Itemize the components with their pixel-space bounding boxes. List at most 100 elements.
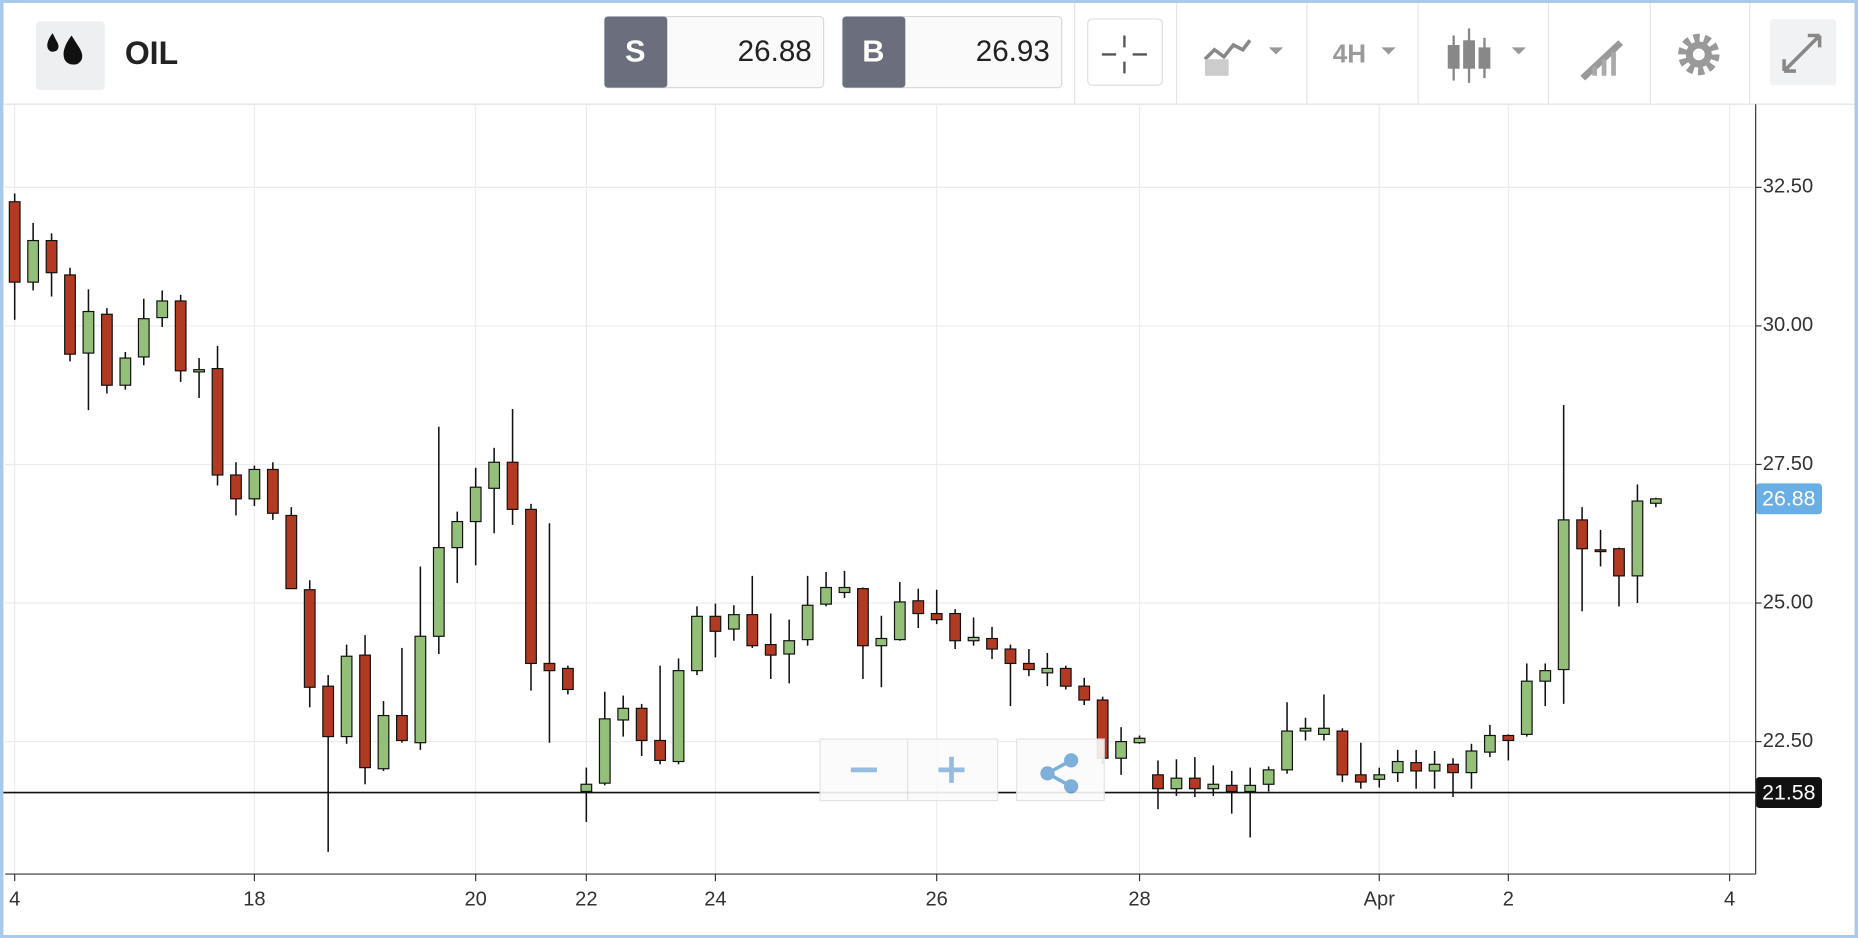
candle-body bbox=[912, 600, 925, 615]
x-tick-label: 20 bbox=[464, 888, 486, 910]
candle-body bbox=[986, 637, 998, 650]
candle-body bbox=[820, 586, 832, 605]
zoom-out-button[interactable] bbox=[819, 738, 909, 802]
toolbar: OIL S 26.88 B 26.93 4H bbox=[2, 1, 1856, 105]
x-tick-label: 22 bbox=[575, 888, 597, 910]
candle-body bbox=[764, 644, 777, 656]
candle-body bbox=[543, 662, 556, 672]
last-price-badge bbox=[1755, 483, 1822, 515]
y-tick-label: 30.00 bbox=[1763, 314, 1813, 336]
candle-body bbox=[875, 637, 888, 647]
candle-body bbox=[1594, 549, 1607, 553]
candle-body bbox=[1133, 737, 1146, 744]
candle-body bbox=[340, 655, 353, 738]
x-tick-label: Apr bbox=[1364, 888, 1396, 910]
candle-body bbox=[1557, 519, 1570, 671]
x-tick-label: 26 bbox=[926, 888, 948, 910]
candle-body bbox=[672, 670, 685, 763]
sell-button[interactable]: S 26.88 bbox=[603, 15, 825, 89]
candle-body bbox=[727, 614, 740, 630]
buy-price: 26.93 bbox=[976, 35, 1050, 68]
draw-button[interactable] bbox=[1580, 40, 1624, 81]
candle-body bbox=[156, 300, 169, 319]
candle-body bbox=[64, 274, 76, 355]
candle-body bbox=[432, 547, 445, 637]
y-tick-label: 25.00 bbox=[1763, 591, 1813, 613]
instrument-logo[interactable] bbox=[36, 21, 105, 91]
candle-body bbox=[193, 369, 206, 373]
candle-body bbox=[838, 586, 851, 594]
candle-body bbox=[1170, 777, 1183, 790]
candle-body bbox=[1041, 667, 1054, 674]
buy-button[interactable]: B 26.93 bbox=[841, 15, 1063, 89]
zoom-in-button[interactable] bbox=[907, 738, 999, 802]
candle-body bbox=[1318, 727, 1330, 735]
candle-body bbox=[1244, 784, 1257, 793]
candle-body bbox=[230, 474, 242, 500]
candle-body bbox=[1373, 774, 1386, 780]
candle-body bbox=[469, 486, 482, 523]
gear-hole bbox=[1692, 48, 1705, 61]
candle-body bbox=[1152, 774, 1164, 790]
candle-body bbox=[1299, 727, 1312, 732]
candle-body bbox=[709, 615, 722, 632]
crosshair-button[interactable] bbox=[1087, 18, 1163, 86]
candle-body bbox=[746, 614, 759, 647]
dropdown-arrow bbox=[1268, 47, 1284, 55]
candle-body bbox=[1447, 763, 1459, 774]
buy-label: B bbox=[862, 33, 884, 68]
crosshair-icon bbox=[1101, 35, 1147, 74]
share-button[interactable] bbox=[1016, 738, 1105, 802]
x-tick-label: 4 bbox=[9, 888, 20, 910]
bars-icon bbox=[1592, 52, 1616, 76]
candle-body bbox=[1336, 730, 1349, 776]
candle-body bbox=[1502, 734, 1515, 742]
candle-body bbox=[488, 461, 501, 489]
settings-button[interactable] bbox=[1678, 33, 1720, 76]
candle-body bbox=[783, 640, 796, 655]
fullscreen-button[interactable] bbox=[1769, 18, 1837, 86]
candle-body bbox=[1483, 734, 1496, 753]
logo-drop bbox=[63, 35, 83, 65]
sell-label: S bbox=[625, 33, 646, 68]
candle-body bbox=[1410, 762, 1423, 772]
chart-type-button[interactable] bbox=[1203, 39, 1284, 76]
sell-price: 26.88 bbox=[738, 35, 812, 68]
candle-body bbox=[174, 300, 187, 372]
candle-body bbox=[598, 718, 611, 784]
candle-body bbox=[1391, 760, 1404, 774]
dropdown-arrow bbox=[1381, 47, 1396, 55]
zoom-in-box bbox=[907, 738, 999, 802]
candle-body bbox=[1207, 783, 1220, 790]
x-tick-label: 18 bbox=[243, 888, 265, 910]
candle-body bbox=[617, 707, 630, 721]
candle-body bbox=[1004, 648, 1017, 665]
candle-body bbox=[1428, 763, 1441, 772]
candle-body bbox=[414, 635, 427, 744]
candle-body bbox=[949, 612, 962, 642]
y-tick-label: 22.50 bbox=[1763, 730, 1813, 752]
x-tick-label: 2 bbox=[1503, 888, 1514, 910]
candle-body bbox=[211, 367, 224, 476]
line-icon bbox=[1203, 39, 1252, 61]
share-dot bbox=[1064, 753, 1079, 768]
candle-body bbox=[1649, 498, 1662, 504]
interval-button[interactable]: 4H bbox=[1333, 39, 1396, 69]
candle-body bbox=[1225, 784, 1238, 793]
x-tick-label: 28 bbox=[1128, 888, 1150, 910]
interval-label: 4H bbox=[1333, 39, 1366, 69]
symbol: OIL bbox=[125, 35, 178, 71]
candle-body bbox=[525, 508, 537, 665]
price-line-label: 21.58 bbox=[1762, 780, 1815, 804]
expand-icon bbox=[1782, 33, 1822, 73]
candle-body bbox=[27, 239, 40, 283]
candle-body bbox=[1354, 774, 1367, 783]
candle-body bbox=[45, 239, 58, 274]
candle-body bbox=[635, 707, 648, 742]
x-tick-label: 24 bbox=[704, 888, 726, 910]
plus-icon bbox=[938, 756, 965, 783]
candle-icon bbox=[1463, 40, 1475, 69]
candle-type-button[interactable] bbox=[1447, 28, 1526, 83]
